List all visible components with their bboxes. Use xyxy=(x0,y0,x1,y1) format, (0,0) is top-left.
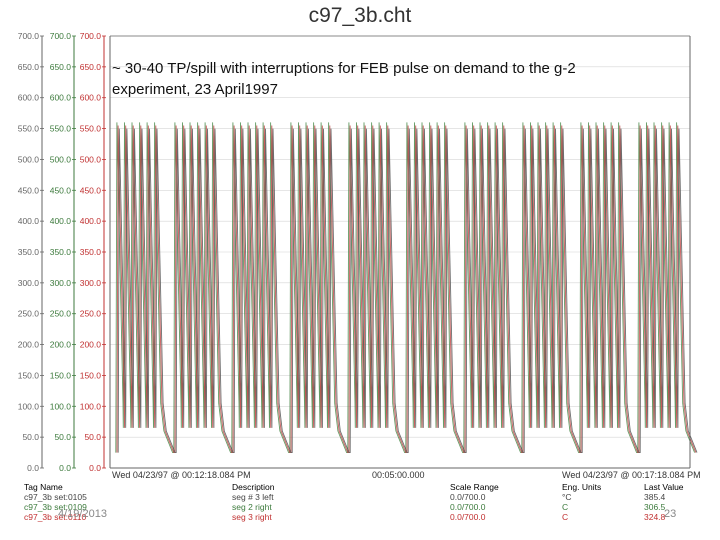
y-tick-label: 50.0 xyxy=(22,432,39,442)
tag-row: c97_3b set:0110 seg 3 right 0.0/700.0 C … xyxy=(20,512,708,522)
tag-last-value: 385.4 xyxy=(644,492,666,502)
y-tick-label: 500.0 xyxy=(80,154,102,164)
y-tick-label: 250.0 xyxy=(50,309,72,319)
tag-name: c97_3b set:0110 xyxy=(24,512,87,522)
y-tick-label: 100.0 xyxy=(50,401,72,411)
y-tick-label: 500.0 xyxy=(50,154,72,164)
tag-name: c97_3b set:0109 xyxy=(24,502,87,512)
y-tick-label: 650.0 xyxy=(18,62,40,72)
x-start-label: Wed 04/23/97 @ 00:12:18.084 PM xyxy=(112,470,251,480)
y-tick-label: 400.0 xyxy=(18,216,40,226)
y-tick-label: 50.0 xyxy=(84,432,101,442)
tag-row: c97_3b set:0109 seg 2 right 0.0/700.0 C … xyxy=(20,502,708,512)
y-tick-label: 50.0 xyxy=(54,432,71,442)
col-tag-name: Tag Name xyxy=(24,482,63,492)
tag-table-header: Tag Name Description Scale Range Eng. Un… xyxy=(20,482,708,492)
y-tick-label: 650.0 xyxy=(80,62,102,72)
tag-table: Tag Name Description Scale Range Eng. Un… xyxy=(20,482,708,522)
col-scale-range: Scale Range xyxy=(450,482,499,492)
y-tick-label: 200.0 xyxy=(18,340,40,350)
y-tick-label: 200.0 xyxy=(50,340,72,350)
y-tick-label: 600.0 xyxy=(50,93,72,103)
y-tick-label: 0.0 xyxy=(89,463,101,473)
tag-description: seg 2 right xyxy=(232,502,272,512)
y-tick-label: 500.0 xyxy=(18,154,40,164)
y-tick-label: 250.0 xyxy=(18,309,40,319)
chart-title: c97_3b.cht xyxy=(308,4,412,27)
y-tick-label: 100.0 xyxy=(80,401,102,411)
series-lines xyxy=(115,122,698,454)
y-tick-label: 150.0 xyxy=(80,370,102,380)
y-tick-label: 100.0 xyxy=(18,401,40,411)
footer-date: 4/19/2013 xyxy=(58,508,107,520)
col-description: Description xyxy=(232,482,275,492)
y-tick-label: 700.0 xyxy=(50,31,72,41)
tag-name: c97_3b set:0105 xyxy=(24,492,87,502)
y-tick-label: 700.0 xyxy=(18,31,40,41)
y-tick-label: 400.0 xyxy=(50,216,72,226)
tag-eng-units: °C xyxy=(562,492,572,502)
y-tick-label: 150.0 xyxy=(18,370,40,380)
y-tick-label: 250.0 xyxy=(80,309,102,319)
y-tick-label: 450.0 xyxy=(18,185,40,195)
y-tick-label: 300.0 xyxy=(80,278,102,288)
y-tick-label: 550.0 xyxy=(80,124,102,134)
chart-annotation: ~ 30-40 TP/spill with interruptions for … xyxy=(112,60,576,98)
y-tick-label: 600.0 xyxy=(18,93,40,103)
y-tick-label: 0.0 xyxy=(59,463,71,473)
y-tick-label: 600.0 xyxy=(80,93,102,103)
y-tick-label: 550.0 xyxy=(18,124,40,134)
tag-eng-units: C xyxy=(562,512,569,522)
x-end-label: Wed 04/23/97 @ 00:17:18.084 PM xyxy=(562,470,701,480)
y-tick-label: 0.0 xyxy=(27,463,39,473)
tag-eng-units: C xyxy=(562,502,569,512)
tag-scale-range: 0.0/700.0 xyxy=(450,502,486,512)
y-axes: 0.0 0.0 0.0 50.0 50.0 50.0 100.0 100.0 100.0 150.… xyxy=(18,31,106,473)
tag-last-value: 306.5 xyxy=(644,502,666,512)
y-tick-label: 400.0 xyxy=(80,216,102,226)
y-tick-label: 200.0 xyxy=(80,340,102,350)
y-tick-label: 300.0 xyxy=(18,278,40,288)
y-tick-label: 350.0 xyxy=(18,247,40,257)
col-eng-units: Eng. Units xyxy=(562,482,602,492)
y-tick-label: 650.0 xyxy=(50,62,72,72)
tag-last-value: 324.8 xyxy=(644,512,666,522)
y-tick-label: 300.0 xyxy=(50,278,72,288)
y-tick-label: 150.0 xyxy=(50,370,72,380)
x-mid-label: 00:05:00.000 xyxy=(372,470,425,480)
tag-scale-range: 0.0/700.0 xyxy=(450,492,486,502)
tag-row: c97_3b set:0105 seg # 3 left 0.0/700.0 °… xyxy=(20,492,708,502)
y-tick-label: 450.0 xyxy=(50,185,72,195)
y-tick-label: 350.0 xyxy=(80,247,102,257)
y-tick-label: 450.0 xyxy=(80,185,102,195)
series-line-3 xyxy=(117,128,698,454)
tag-description: seg # 3 left xyxy=(232,492,274,502)
footer-page-number: 23 xyxy=(664,508,677,520)
col-last-value: Last Value xyxy=(644,482,684,492)
tag-description: seg 3 right xyxy=(232,512,272,522)
y-tick-label: 700.0 xyxy=(80,31,102,41)
tag-scale-range: 0.0/700.0 xyxy=(450,512,486,522)
y-tick-label: 350.0 xyxy=(50,247,72,257)
y-tick-label: 550.0 xyxy=(50,124,72,134)
